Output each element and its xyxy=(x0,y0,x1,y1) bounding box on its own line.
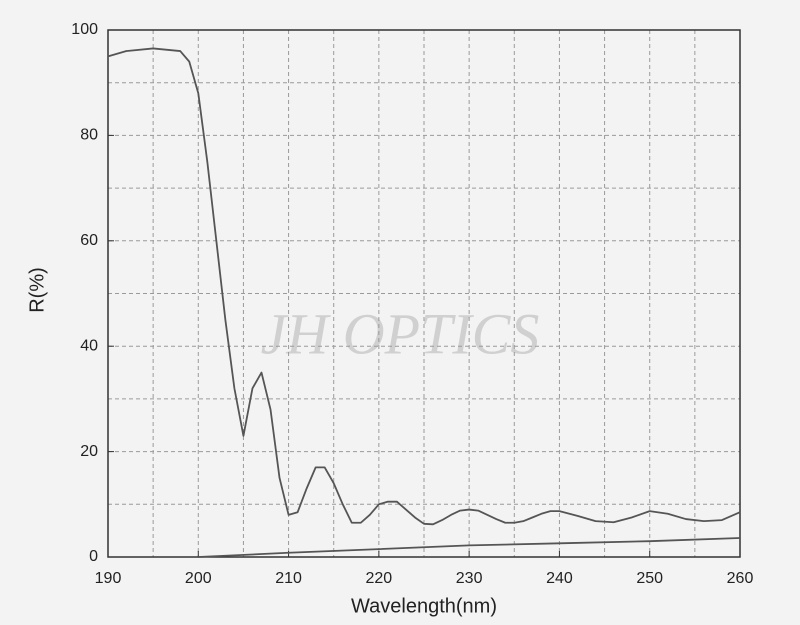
plot-frame xyxy=(107,29,741,558)
x-tick-label: 220 xyxy=(366,570,393,587)
x-tick-label: 190 xyxy=(95,570,122,587)
y-tick-label: 0 xyxy=(89,548,98,565)
y-tick-label: 40 xyxy=(80,337,98,354)
y-tick-label: 100 xyxy=(71,21,98,38)
x-tick-label: 240 xyxy=(546,570,573,587)
watermark: JH OPTICS xyxy=(261,301,540,366)
x-tick-label: 210 xyxy=(275,570,302,587)
x-tick-label: 230 xyxy=(456,570,483,587)
data-line xyxy=(107,47,741,526)
x-tick-label: 260 xyxy=(727,570,754,587)
x-tick-label: 250 xyxy=(636,570,663,587)
y-axis-label: R(%) xyxy=(26,267,48,313)
x-axis-label: Wavelength(nm) xyxy=(351,595,497,617)
x-tick-label: 200 xyxy=(185,570,212,587)
y-tick-label: 80 xyxy=(80,127,98,144)
y-tick-label: 60 xyxy=(80,232,98,249)
data-line xyxy=(198,537,741,558)
y-tick-label: 20 xyxy=(80,443,98,460)
